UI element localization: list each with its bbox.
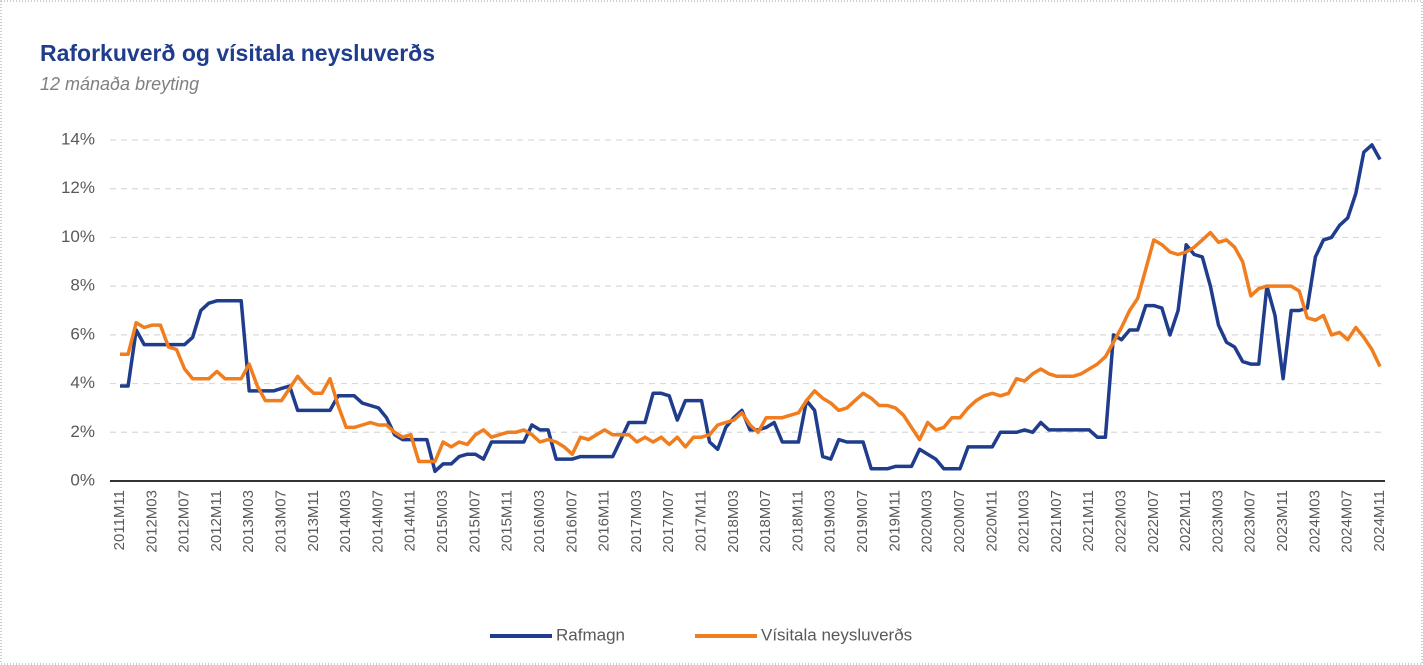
x-tick-label: 2016M11 [596, 490, 613, 551]
x-tick-label: 2023M11 [1274, 490, 1291, 551]
x-tick-label: 2013M03 [240, 490, 257, 553]
x-tick-label: 2021M11 [1080, 490, 1097, 551]
y-tick-label: 2% [70, 422, 95, 441]
x-tick-label: 2015M07 [466, 490, 483, 553]
x-tick-label: 2017M03 [628, 490, 645, 553]
legend-label: Rafmagn [556, 625, 625, 644]
x-tick-label: 2015M03 [434, 490, 451, 553]
x-tick-label: 2020M07 [951, 490, 968, 553]
x-tick-label: 2015M11 [499, 490, 516, 551]
x-tick-label: 2011M11 [111, 490, 128, 550]
x-tick-label: 2016M07 [563, 490, 580, 553]
x-tick-label: 2021M03 [1016, 490, 1033, 553]
y-tick-label: 14% [61, 129, 95, 148]
x-tick-label: 2019M07 [854, 490, 871, 553]
legend: Rafmagn Vísitala neysluverðs [490, 625, 912, 644]
x-tick-label: 2012M03 [143, 490, 160, 553]
x-tick-label: 2019M11 [886, 490, 903, 551]
x-tick-label: 2020M03 [919, 490, 936, 553]
x-tick-label: 2024M11 [1371, 490, 1388, 551]
x-tick-label: 2024M07 [1339, 490, 1356, 553]
x-tick-label: 2020M11 [983, 490, 1000, 551]
series-line [120, 143, 1382, 474]
x-tick-label: 2013M07 [273, 490, 290, 553]
x-tick-label: 2019M03 [822, 490, 839, 553]
series-line [120, 230, 1382, 464]
chart-title: Raforkuverð og vísitala neysluverðs [40, 40, 435, 66]
x-tick-label: 2017M07 [660, 490, 677, 553]
x-tick-label: 2014M03 [337, 490, 354, 553]
x-tick-label: 2022M03 [1113, 490, 1130, 553]
x-tick-label: 2023M07 [1242, 490, 1259, 553]
x-tick-label: 2012M11 [208, 490, 225, 551]
y-tick-label: 10% [61, 227, 95, 246]
x-tick-label: 2023M03 [1209, 490, 1226, 553]
x-tick-label: 2016M03 [531, 490, 548, 553]
y-tick-label: 6% [70, 324, 95, 343]
x-tick-label: 2024M03 [1306, 490, 1323, 553]
x-tick-label: 2022M11 [1177, 490, 1194, 551]
y-tick-label: 8% [70, 276, 95, 295]
x-tick-label: 2013M11 [305, 490, 322, 551]
y-tick-label: 0% [70, 470, 95, 489]
y-tick-label: 4% [70, 373, 95, 392]
x-tick-label: 2017M11 [693, 490, 710, 551]
x-tick-label: 2012M07 [176, 490, 193, 553]
x-tick-label: 2014M07 [369, 490, 386, 553]
chart-subtitle: 12 mánaða breyting [40, 74, 199, 94]
y-tick-label: 12% [61, 178, 95, 197]
x-tick-label: 2022M07 [1145, 490, 1162, 553]
x-tick-label: 2014M11 [402, 490, 419, 551]
legend-label: Vísitala neysluverðs [761, 625, 912, 644]
x-tick-label: 2018M11 [789, 490, 806, 551]
x-tick-label: 2021M07 [1048, 490, 1065, 553]
x-tick-label: 2018M07 [757, 490, 774, 553]
x-tick-label: 2018M03 [725, 490, 742, 553]
